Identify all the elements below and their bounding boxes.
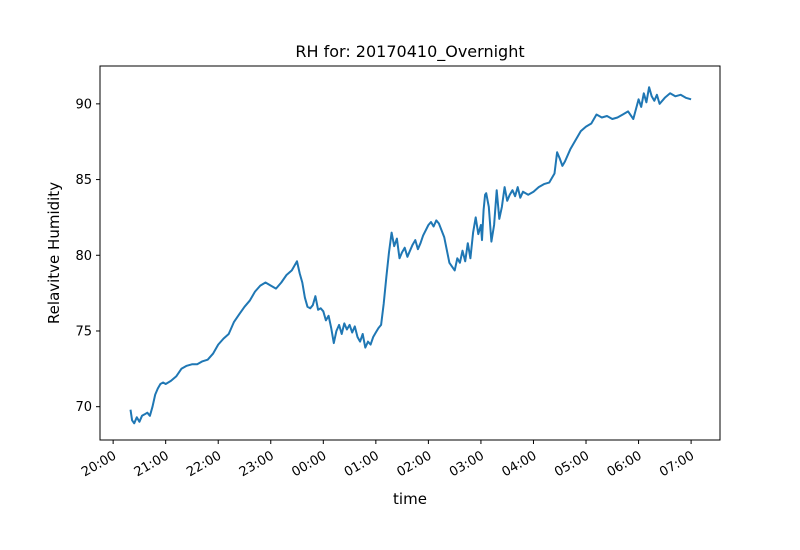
x-axis: 20:00 21:00 22:00 23:00 00:00 01:00 02:00 03:00…	[79, 440, 697, 480]
y-tick-label: 85	[75, 173, 92, 188]
x-tick-label: 07:00	[657, 448, 697, 480]
x-tick-label: 20:00	[79, 448, 119, 480]
x-tick-label: 06:00	[605, 448, 645, 480]
x-tick-label: 00:00	[289, 448, 329, 480]
y-tick-label: 70	[75, 400, 92, 415]
chart-title: RH for: 20170410_Overnight	[295, 42, 524, 62]
x-tick-label: 21:00	[132, 448, 172, 480]
series-line-0	[129, 86, 692, 425]
x-tick-label: 01:00	[342, 448, 382, 480]
y-tick-label: 90	[75, 97, 92, 112]
x-tick-label: 02:00	[394, 448, 434, 480]
plot-area	[129, 86, 692, 425]
y-axis: 70 75 80 85 90	[75, 97, 100, 415]
plot-frame	[99, 65, 721, 441]
x-tick-label: 05:00	[552, 448, 592, 480]
x-axis-label: time	[393, 490, 427, 508]
x-tick-label: 04:00	[500, 448, 540, 480]
x-tick-label: 23:00	[237, 448, 277, 480]
x-tick-label: 03:00	[447, 448, 487, 480]
y-axis-label: Relavitve Humidity	[45, 182, 63, 324]
y-tick-label: 80	[75, 249, 92, 264]
x-tick-label: 22:00	[184, 448, 224, 480]
y-tick-label: 75	[75, 324, 92, 339]
